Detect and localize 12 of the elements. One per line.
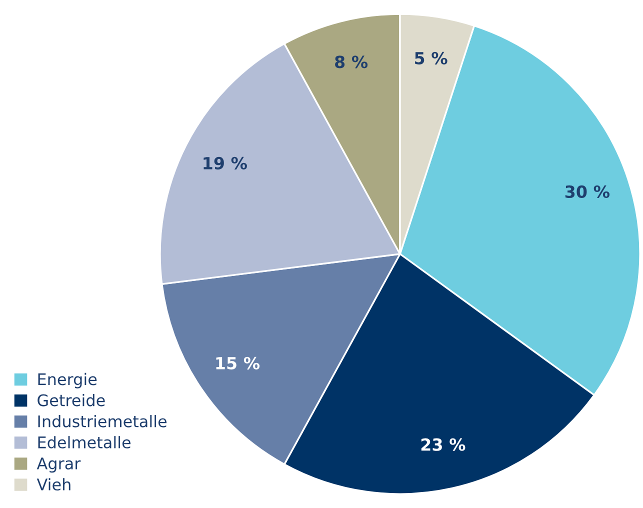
legend-label: Agrar: [36, 458, 81, 473]
legend-label: Energie: [38, 372, 97, 388]
data-label: 30 %: [565, 185, 610, 198]
data-label: 15 %: [216, 356, 260, 370]
legend-label: Getreide: [38, 394, 105, 406]
data-label: 19 %: [204, 156, 247, 170]
data-label: 5 %: [415, 52, 448, 64]
data-label: 8 %: [335, 56, 368, 68]
data-label: 23 %: [421, 438, 466, 451]
legend-label: Industriemetalle: [38, 415, 167, 428]
legend-label: Vieh: [36, 478, 70, 491]
legend-label: Edelmetalle: [38, 436, 131, 448]
